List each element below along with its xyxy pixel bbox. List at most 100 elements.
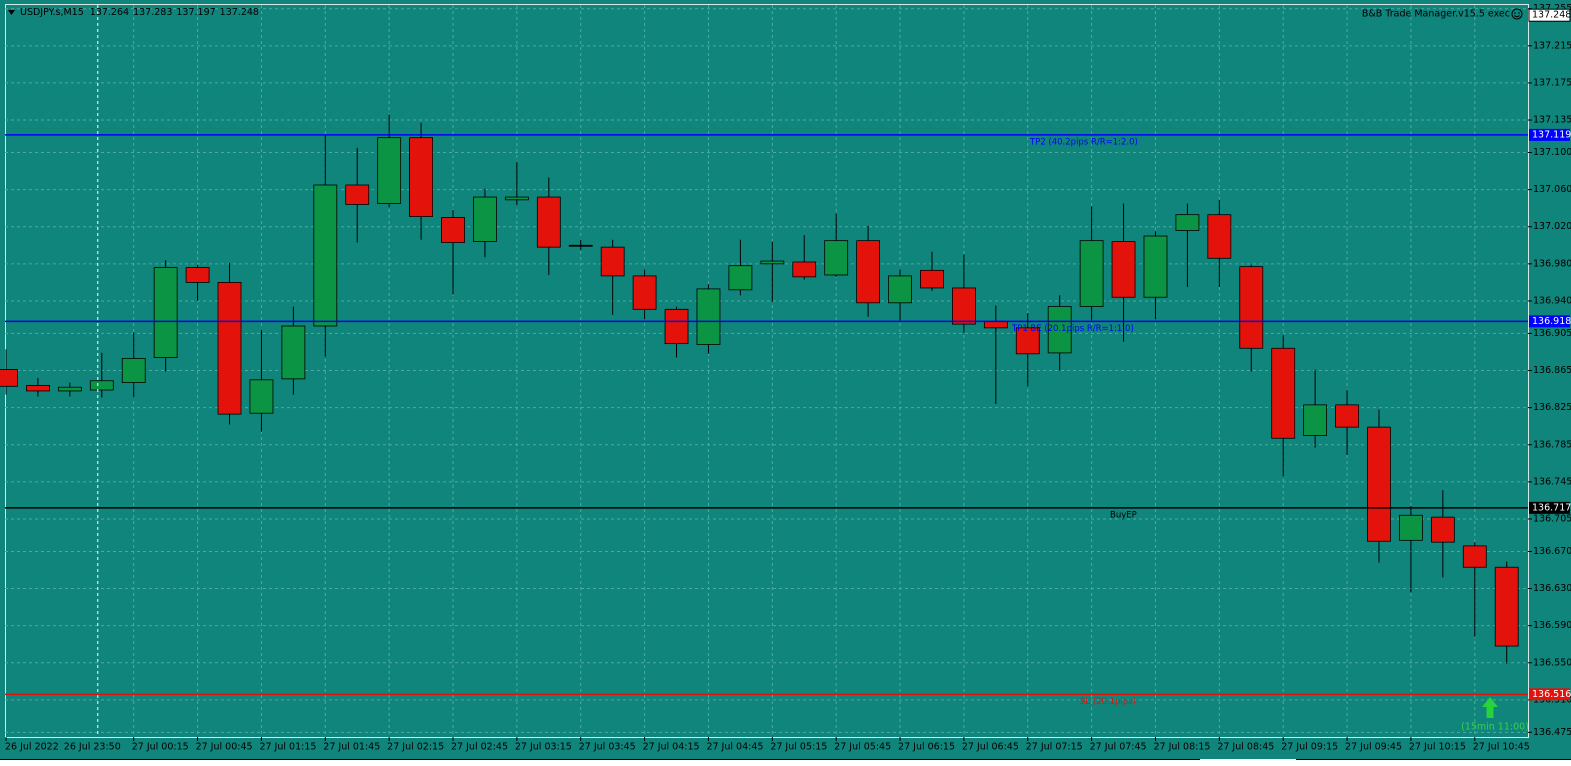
x-tick-label: 27 Jul 10:45 <box>1473 742 1530 753</box>
candle-body <box>249 379 274 414</box>
x-tick-label: 27 Jul 02:15 <box>387 742 444 753</box>
candle-body <box>952 287 976 325</box>
x-tick-label: 27 Jul 05:15 <box>770 742 827 753</box>
next-bar-arrow <box>1482 697 1498 718</box>
candle-body <box>664 308 689 345</box>
candle-body <box>568 244 593 247</box>
candle-body <box>89 380 114 391</box>
level-badge-label: 136.918 <box>1532 316 1571 327</box>
candle-body <box>281 325 306 380</box>
x-tick-label: 27 Jul 00:45 <box>196 742 253 753</box>
candle-body <box>1143 235 1168 298</box>
candle-body <box>1367 426 1391 542</box>
candle-body <box>0 369 18 387</box>
candle-body <box>920 269 944 289</box>
candle-body <box>632 275 657 310</box>
overlay: 26 Jul 23:50 TP2 (40.2pips R/R=1:2.0) 137.… <box>5 5 1571 754</box>
level-badge-label: 136.717 <box>1532 502 1571 513</box>
y-tick-label: 136.865 <box>1533 365 1571 376</box>
menu-triangle[interactable] <box>8 10 15 15</box>
x-tick-label: 27 Jul 04:45 <box>706 742 763 753</box>
candle-body <box>824 240 849 276</box>
candle-body <box>536 196 561 248</box>
price-badge <box>1528 8 1571 22</box>
y-tick-label: 136.550 <box>1533 657 1571 668</box>
level-badge <box>1529 128 1570 141</box>
candle-body <box>313 184 338 327</box>
candle-body <box>983 320 1008 329</box>
candle-body <box>57 386 82 392</box>
header-high: 137.283 <box>133 7 172 18</box>
candle-body <box>377 137 402 204</box>
price-badge-label: 137.248 <box>1532 10 1571 21</box>
marks <box>0 114 1519 664</box>
y-tick-label: 136.705 <box>1533 513 1571 524</box>
x-tick-label: 27 Jul 08:45 <box>1217 742 1274 753</box>
candle-body <box>600 246 625 277</box>
level-badge <box>1529 501 1570 514</box>
x-tick-label: 27 Jul 06:45 <box>962 742 1019 753</box>
candle-body <box>441 217 465 243</box>
candle-body <box>1430 516 1455 543</box>
header-close: 137.248 <box>220 7 259 18</box>
symbol: USDJPY.s,M15 <box>20 7 84 18</box>
candle-body <box>792 261 817 278</box>
candle-body <box>345 184 370 205</box>
candle-body <box>1079 240 1104 307</box>
x-tick-label: 27 Jul 06:15 <box>898 742 955 753</box>
y-tick-label: 136.670 <box>1533 546 1571 557</box>
candle-body <box>1239 266 1264 349</box>
y-tick-label: 136.785 <box>1533 439 1571 450</box>
candle-body <box>1015 327 1040 355</box>
y-tick-label: 136.590 <box>1533 620 1571 631</box>
y-tick-label: 137.175 <box>1533 77 1571 88</box>
candle-body <box>1175 214 1200 231</box>
candle-body <box>1335 404 1359 428</box>
tab-bar <box>0 759 1571 766</box>
y-tick-label: 136.905 <box>1533 328 1571 339</box>
candle-body <box>888 275 912 304</box>
header-low: 137.197 <box>176 7 215 18</box>
candle-body <box>409 137 433 217</box>
y-tick-label: 137.060 <box>1533 184 1571 195</box>
x-tick-label: 27 Jul 03:15 <box>515 742 572 753</box>
next-bar-note: (15min 11:00) <box>1461 722 1529 733</box>
candle-body <box>473 196 497 242</box>
chart-header: USDJPY.s,M15 137.264 137.283 137.197 137.248 <box>20 7 259 18</box>
x-tick-label: 27 Jul 08:15 <box>1153 742 1210 753</box>
level-badge-label: 136.516 <box>1532 689 1571 700</box>
x-tick-label: 27 Jul 01:45 <box>323 742 380 753</box>
candle-body <box>1271 347 1296 439</box>
candle-body <box>217 281 242 415</box>
crosshair-label-box <box>61 740 118 754</box>
level-label: TP2 (40.2pips R/R=1:2.0) <box>1029 137 1138 147</box>
y-tick-label: 137.215 <box>1533 40 1571 51</box>
x-tick-label: 27 Jul 07:15 <box>1026 742 1083 753</box>
candle-body <box>1111 241 1136 298</box>
x-tick-label: 27 Jul 03:45 <box>579 742 636 753</box>
candle-body <box>26 384 50 392</box>
y-tick-label: 137.020 <box>1533 221 1571 232</box>
candle-body <box>696 288 721 345</box>
candle-body <box>728 265 753 291</box>
level-label: TP1 BE (20.1pips R/R=1:1.0) <box>1011 324 1134 334</box>
x-tick-label: 27 Jul 00:15 <box>132 742 189 753</box>
level-label: BuyEP <box>1110 510 1137 520</box>
y-tick-label: 137.100 <box>1533 147 1571 158</box>
candle-body <box>504 196 529 201</box>
y-tick-label: 136.980 <box>1533 258 1571 269</box>
x-tick-label: 27 Jul 01:15 <box>259 742 316 753</box>
y-tick-label: 136.940 <box>1533 295 1571 306</box>
level-label: SL (20.1pips) <box>1080 697 1136 707</box>
y-tick-label: 136.475 <box>1533 727 1571 738</box>
y-tick-label: 137.135 <box>1533 115 1571 126</box>
x-tick-label: 27 Jul 09:15 <box>1281 742 1338 753</box>
candle-body <box>185 267 210 283</box>
candle-body <box>1462 545 1487 568</box>
candle-body <box>1047 306 1072 354</box>
x-tick-label: 27 Jul 07:45 <box>1090 742 1147 753</box>
y-tick-label: 136.630 <box>1533 583 1571 594</box>
candle-body <box>1303 404 1328 436</box>
